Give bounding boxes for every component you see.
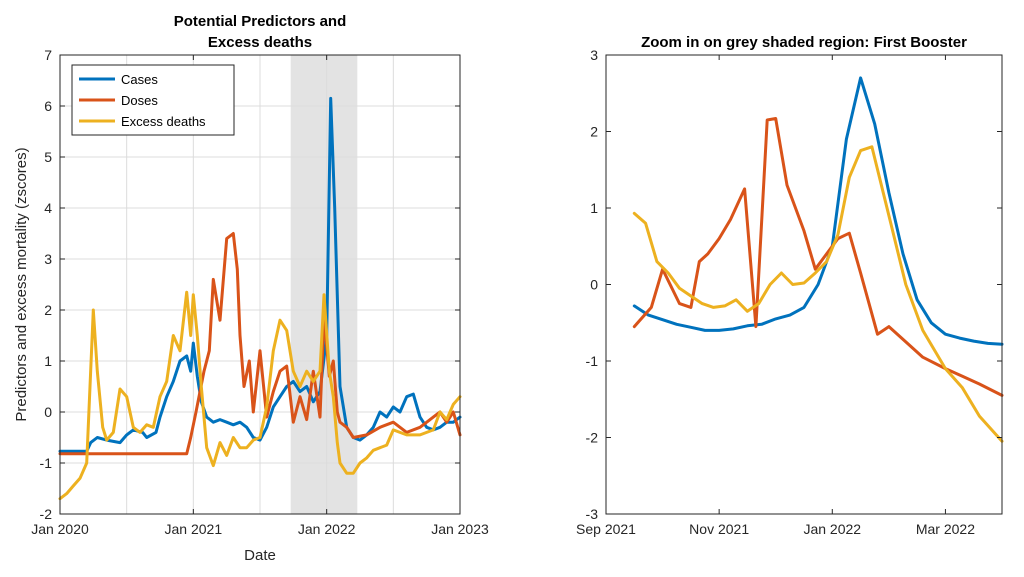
y-tick-label: 0	[44, 404, 52, 420]
y-tick-label: 4	[44, 200, 52, 216]
x-tick-label: Jan 2023	[431, 521, 489, 537]
series-line-excess-deaths	[58, 290, 462, 501]
x-tick-label: Mar 2022	[916, 521, 975, 537]
legend-label: Excess deaths	[121, 114, 206, 129]
x-tick-label: Jan 2022	[298, 521, 356, 537]
chart-title: Zoom in on grey shaded region: First Boo…	[641, 34, 967, 51]
x-tick-label: Nov 2021	[689, 521, 749, 537]
axes-box	[59, 54, 461, 515]
series-line-excess-deaths	[632, 145, 1004, 443]
y-tick-label: 2	[590, 124, 598, 140]
right-chart: Sep 2021 Nov 2021 Jan 2022 Mar 2022 -3 -2 -1 0 1…	[576, 34, 1004, 537]
legend-label: Cases	[121, 72, 158, 87]
y-tick-label: 1	[44, 353, 52, 369]
series-line-cases	[58, 96, 462, 453]
x-tick-label: Jan 2022	[803, 521, 861, 537]
x-tick-label: Jan 2020	[31, 521, 89, 537]
y-tick-label: -2	[586, 430, 599, 446]
left-chart: Jan 2020 Jan 2021 Jan 2022 Jan 2023 -2 -1 0 1 2 3…	[13, 13, 489, 564]
series-line-doses	[58, 232, 462, 456]
y-axis-label: Predictors and excess mortality (zscores…	[13, 147, 30, 421]
x-tick-label: Jan 2021	[165, 521, 223, 537]
y-tick-label: -1	[586, 353, 599, 369]
y-tick-label: 6	[44, 98, 52, 114]
y-tick-label: -1	[40, 455, 53, 471]
legend-label: Doses	[121, 93, 158, 108]
chart-title: Potential Predictors and	[174, 13, 347, 30]
y-tick-label: -2	[40, 506, 53, 522]
series-line-cases	[632, 76, 1004, 346]
y-tick-label: 7	[44, 47, 52, 63]
y-tick-label: 3	[44, 251, 52, 267]
x-axis-label: Date	[244, 547, 276, 564]
y-tick-label: 3	[590, 47, 598, 63]
y-tick-label: 2	[44, 302, 52, 318]
y-tick-label: 5	[44, 149, 52, 165]
shaded-region	[290, 55, 358, 514]
x-tick-label: Sep 2021	[576, 521, 636, 537]
y-tick-label: 0	[590, 277, 598, 293]
chart-title: Excess deaths	[208, 34, 312, 51]
y-tick-label: 1	[590, 200, 598, 216]
series-line-doses	[632, 117, 1004, 397]
y-tick-label: -3	[586, 506, 599, 522]
